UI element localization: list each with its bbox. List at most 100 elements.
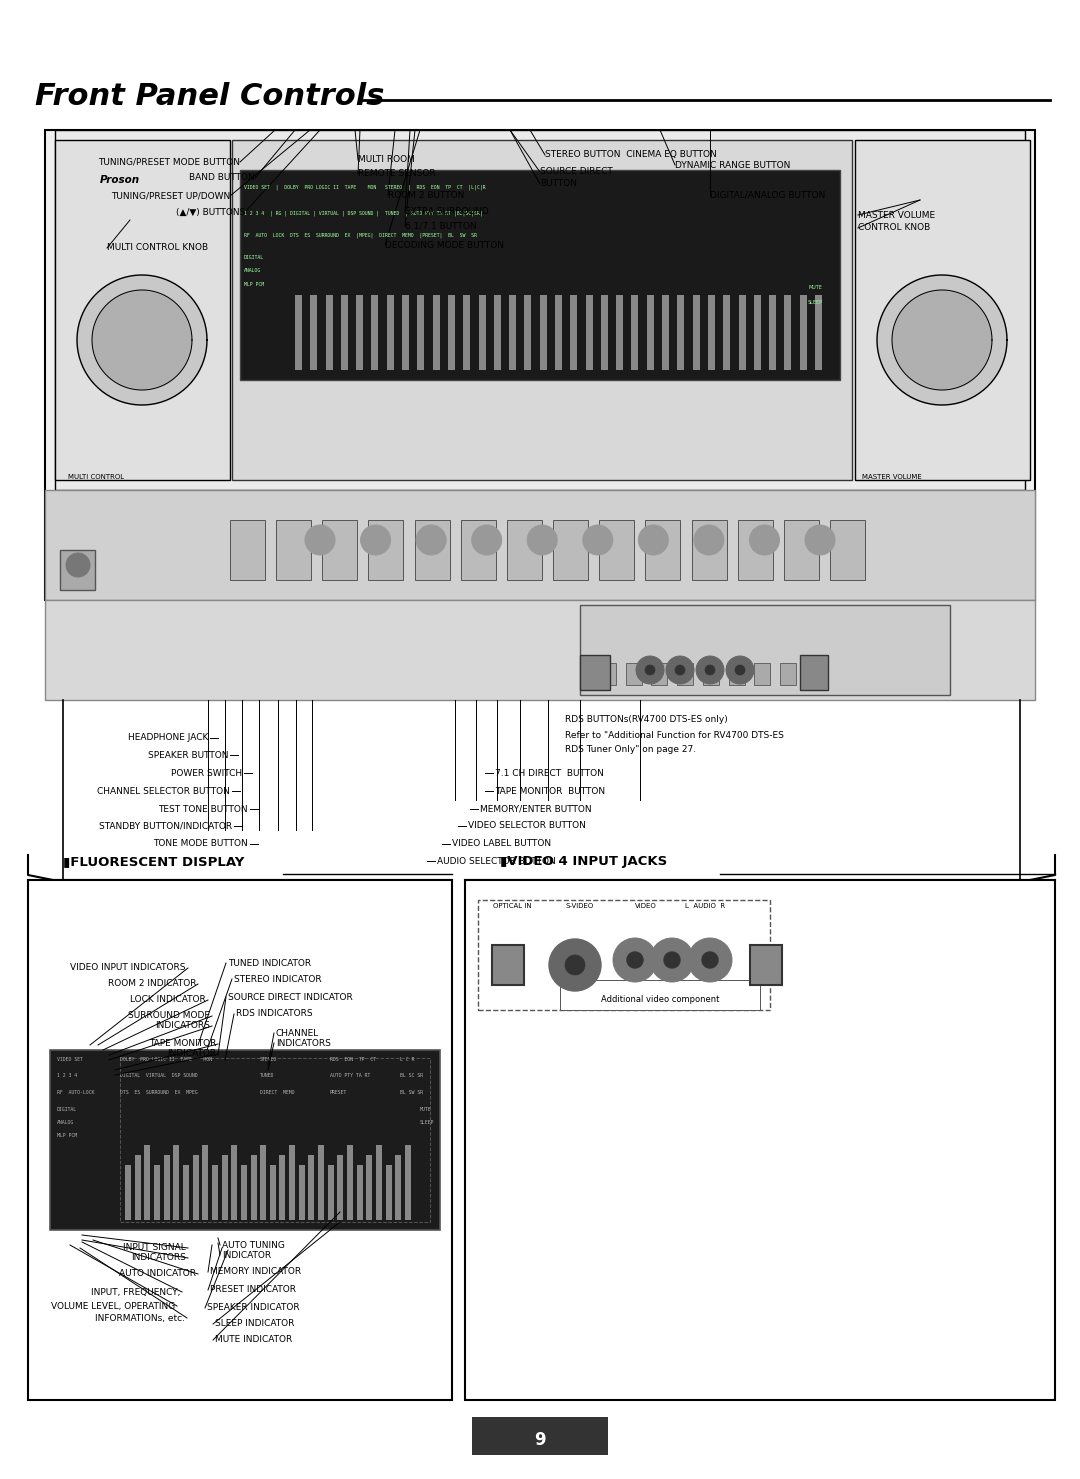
Text: L  AUDIO  R: L AUDIO R [685, 904, 725, 910]
Bar [433, 294, 440, 370]
Text: RDS Tuner Only" on page 27.: RDS Tuner Only" on page 27. [565, 745, 697, 754]
Bar [55, 141, 230, 481]
Bar [125, 1165, 131, 1220]
Text: BL SC SR: BL SC SR [400, 1072, 423, 1078]
Text: Front Panel Controls: Front Panel Controls [35, 81, 384, 111]
Bar [739, 294, 745, 370]
Text: •: • [474, 1304, 481, 1315]
Circle shape [416, 525, 446, 555]
Bar [55, 130, 1025, 490]
Text: MULTI CONTROL: MULTI CONTROL [68, 473, 124, 481]
Bar [231, 1145, 238, 1220]
Bar [738, 521, 772, 580]
Bar [478, 294, 486, 370]
Bar [646, 521, 680, 580]
Text: OPTICAL IN: OPTICAL IN [492, 904, 531, 910]
Bar [750, 945, 782, 985]
Text: This OPTICAL IN should be connected to the component capable of: This OPTICAL IN should be connected to t… [484, 1304, 811, 1315]
Text: DOLBY  PRO LOGIC II  TAPE    MON: DOLBY PRO LOGIC II TAPE MON [120, 1057, 212, 1062]
Text: RDS BUTTONs(RV4700 DTS-ES only): RDS BUTTONs(RV4700 DTS-ES only) [565, 716, 728, 725]
Bar [651, 663, 667, 685]
Circle shape [638, 525, 669, 555]
Text: VIDEO OUT: VIDEO OUT [780, 1034, 831, 1043]
Circle shape [361, 525, 391, 555]
Bar [754, 663, 770, 685]
Bar [45, 490, 1035, 600]
Bar [299, 1165, 305, 1220]
Text: to the corresponding input source repectively.(For details, refer to: to the corresponding input source repect… [484, 1265, 806, 1273]
Text: S-VIDEO OUT: S-VIDEO OUT [480, 1034, 539, 1043]
Text: Refer to "Additional Function for RV4700 DTS-ES: Refer to "Additional Function for RV4700… [565, 731, 784, 740]
Bar [319, 1145, 324, 1220]
Circle shape [750, 525, 780, 555]
Bar [310, 294, 318, 370]
Bar [691, 521, 727, 580]
Bar [368, 521, 404, 580]
Bar [472, 1417, 608, 1455]
Bar [28, 880, 453, 1401]
Text: SURROUND MODE: SURROUND MODE [129, 1012, 210, 1021]
Text: SLEEP: SLEEP [420, 1120, 434, 1126]
Text: AUTO PTY TA RT: AUTO PTY TA RT [330, 1072, 370, 1078]
Text: REMOTE SENSOR: REMOTE SENSOR [357, 170, 435, 179]
Circle shape [472, 525, 502, 555]
Bar [492, 945, 524, 985]
Text: VIDEO SET  |  DOLBY  PRO LOGIC II  TAPE    MON   STEREO  |  RDS  EON  TP  CT  |L: VIDEO SET | DOLBY PRO LOGIC II TAPE MON … [244, 185, 486, 191]
Text: BUTTON: BUTTON [540, 179, 577, 188]
Circle shape [735, 666, 745, 674]
Text: SPEAKER INDICATOR: SPEAKER INDICATOR [207, 1303, 299, 1312]
Bar [60, 550, 95, 590]
Text: DTS  ES  SURROUND  EX  MPEG: DTS ES SURROUND EX MPEG [120, 1090, 198, 1094]
Text: POWER SWITCH: POWER SWITCH [171, 769, 242, 778]
Text: TAPE MONITOR  BUTTON: TAPE MONITOR BUTTON [495, 787, 605, 796]
Text: TONE MODE BUTTON: TONE MODE BUTTON [153, 840, 248, 849]
Circle shape [549, 939, 600, 991]
Text: DIRECT  MEMO: DIRECT MEMO [260, 1090, 295, 1094]
Circle shape [636, 657, 664, 683]
Text: A signal input into the normal(composite) VIDEO jack will be output: A signal input into the normal(composite… [484, 1143, 815, 1154]
Bar [677, 663, 693, 685]
Circle shape [583, 525, 612, 555]
Bar [415, 521, 449, 580]
Bar [387, 294, 394, 370]
Text: 1 2 3 4  | RG | DIGITAL | VIRTUAL | DSP SOUND |  TUNED  | AUTO PTY TA RT |BL|SC|: 1 2 3 4 | RG | DIGITAL | VIRTUAL | DSP S… [244, 210, 483, 216]
Bar [507, 521, 542, 580]
Text: DIGITAL/ANALOG BUTTON: DIGITAL/ANALOG BUTTON [710, 191, 825, 200]
Text: SOURCE DIRECT INDICATOR: SOURCE DIRECT INDICATOR [228, 992, 353, 1001]
Circle shape [666, 657, 694, 683]
Bar [230, 521, 265, 580]
Text: ROOM 2 INDICATOR: ROOM 2 INDICATOR [108, 979, 195, 988]
Bar [327, 1165, 334, 1220]
Circle shape [705, 666, 715, 674]
Text: in the normal(composite) VIDEO OUT jacks and a signal input into: in the normal(composite) VIDEO OUT jacks… [484, 1157, 807, 1167]
Text: The VIDEO 4 input jacks may be also connected to an additional: The VIDEO 4 input jacks may be also conn… [484, 1060, 798, 1069]
Text: EXTRA SURROUND: EXTRA SURROUND [405, 207, 489, 216]
Text: 7.1 CH DIRECT  BUTTON: 7.1 CH DIRECT BUTTON [495, 769, 604, 778]
Text: VIDEO INPUT INDICATORS: VIDEO INPUT INDICATORS [70, 963, 186, 973]
Text: RDS INDICATORS: RDS INDICATORS [237, 1010, 312, 1019]
Bar [309, 1155, 314, 1220]
Bar [463, 294, 470, 370]
Text: SOURCE DIRECT: SOURCE DIRECT [540, 167, 612, 176]
Text: The OPTICAL DIGITAL OUTs of the components that are connected: The OPTICAL DIGITAL OUTs of the componen… [484, 1198, 807, 1208]
Text: SLEEP INDICATOR: SLEEP INDICATOR [215, 1319, 295, 1328]
Text: to CD, TAPE MONITOR and VIDEO 1~VIDEO 4 of this unit can be: to CD, TAPE MONITOR and VIDEO 1~VIDEO 4 … [484, 1211, 796, 1222]
Bar [386, 1165, 392, 1220]
Polygon shape [877, 275, 1007, 405]
Bar [270, 1165, 275, 1220]
Text: S-VIDEO: S-VIDEO [565, 904, 593, 910]
Bar [366, 1155, 373, 1220]
Text: DYNAMIC RANGE BUTTON: DYNAMIC RANGE BUTTON [675, 161, 791, 170]
Circle shape [696, 657, 724, 683]
Text: TAPE MONITOR: TAPE MONITOR [149, 1040, 216, 1049]
Text: VOLUME LEVEL, OPERATING: VOLUME LEVEL, OPERATING [51, 1302, 175, 1310]
Text: INDICATORS: INDICATORS [276, 1038, 330, 1047]
Text: MASTER VOLUME: MASTER VOLUME [862, 473, 921, 481]
Text: After making digital connections, be sure to match the DIGITAL INs: After making digital connections, be sur… [484, 1250, 811, 1260]
Bar [173, 1145, 179, 1220]
Text: HEADPHONE JACK: HEADPHONE JACK [127, 734, 208, 742]
Text: SLEEP: SLEEP [808, 300, 823, 305]
Text: VIDEO SET: VIDEO SET [57, 1057, 83, 1062]
Bar [232, 141, 852, 481]
Polygon shape [92, 290, 192, 390]
